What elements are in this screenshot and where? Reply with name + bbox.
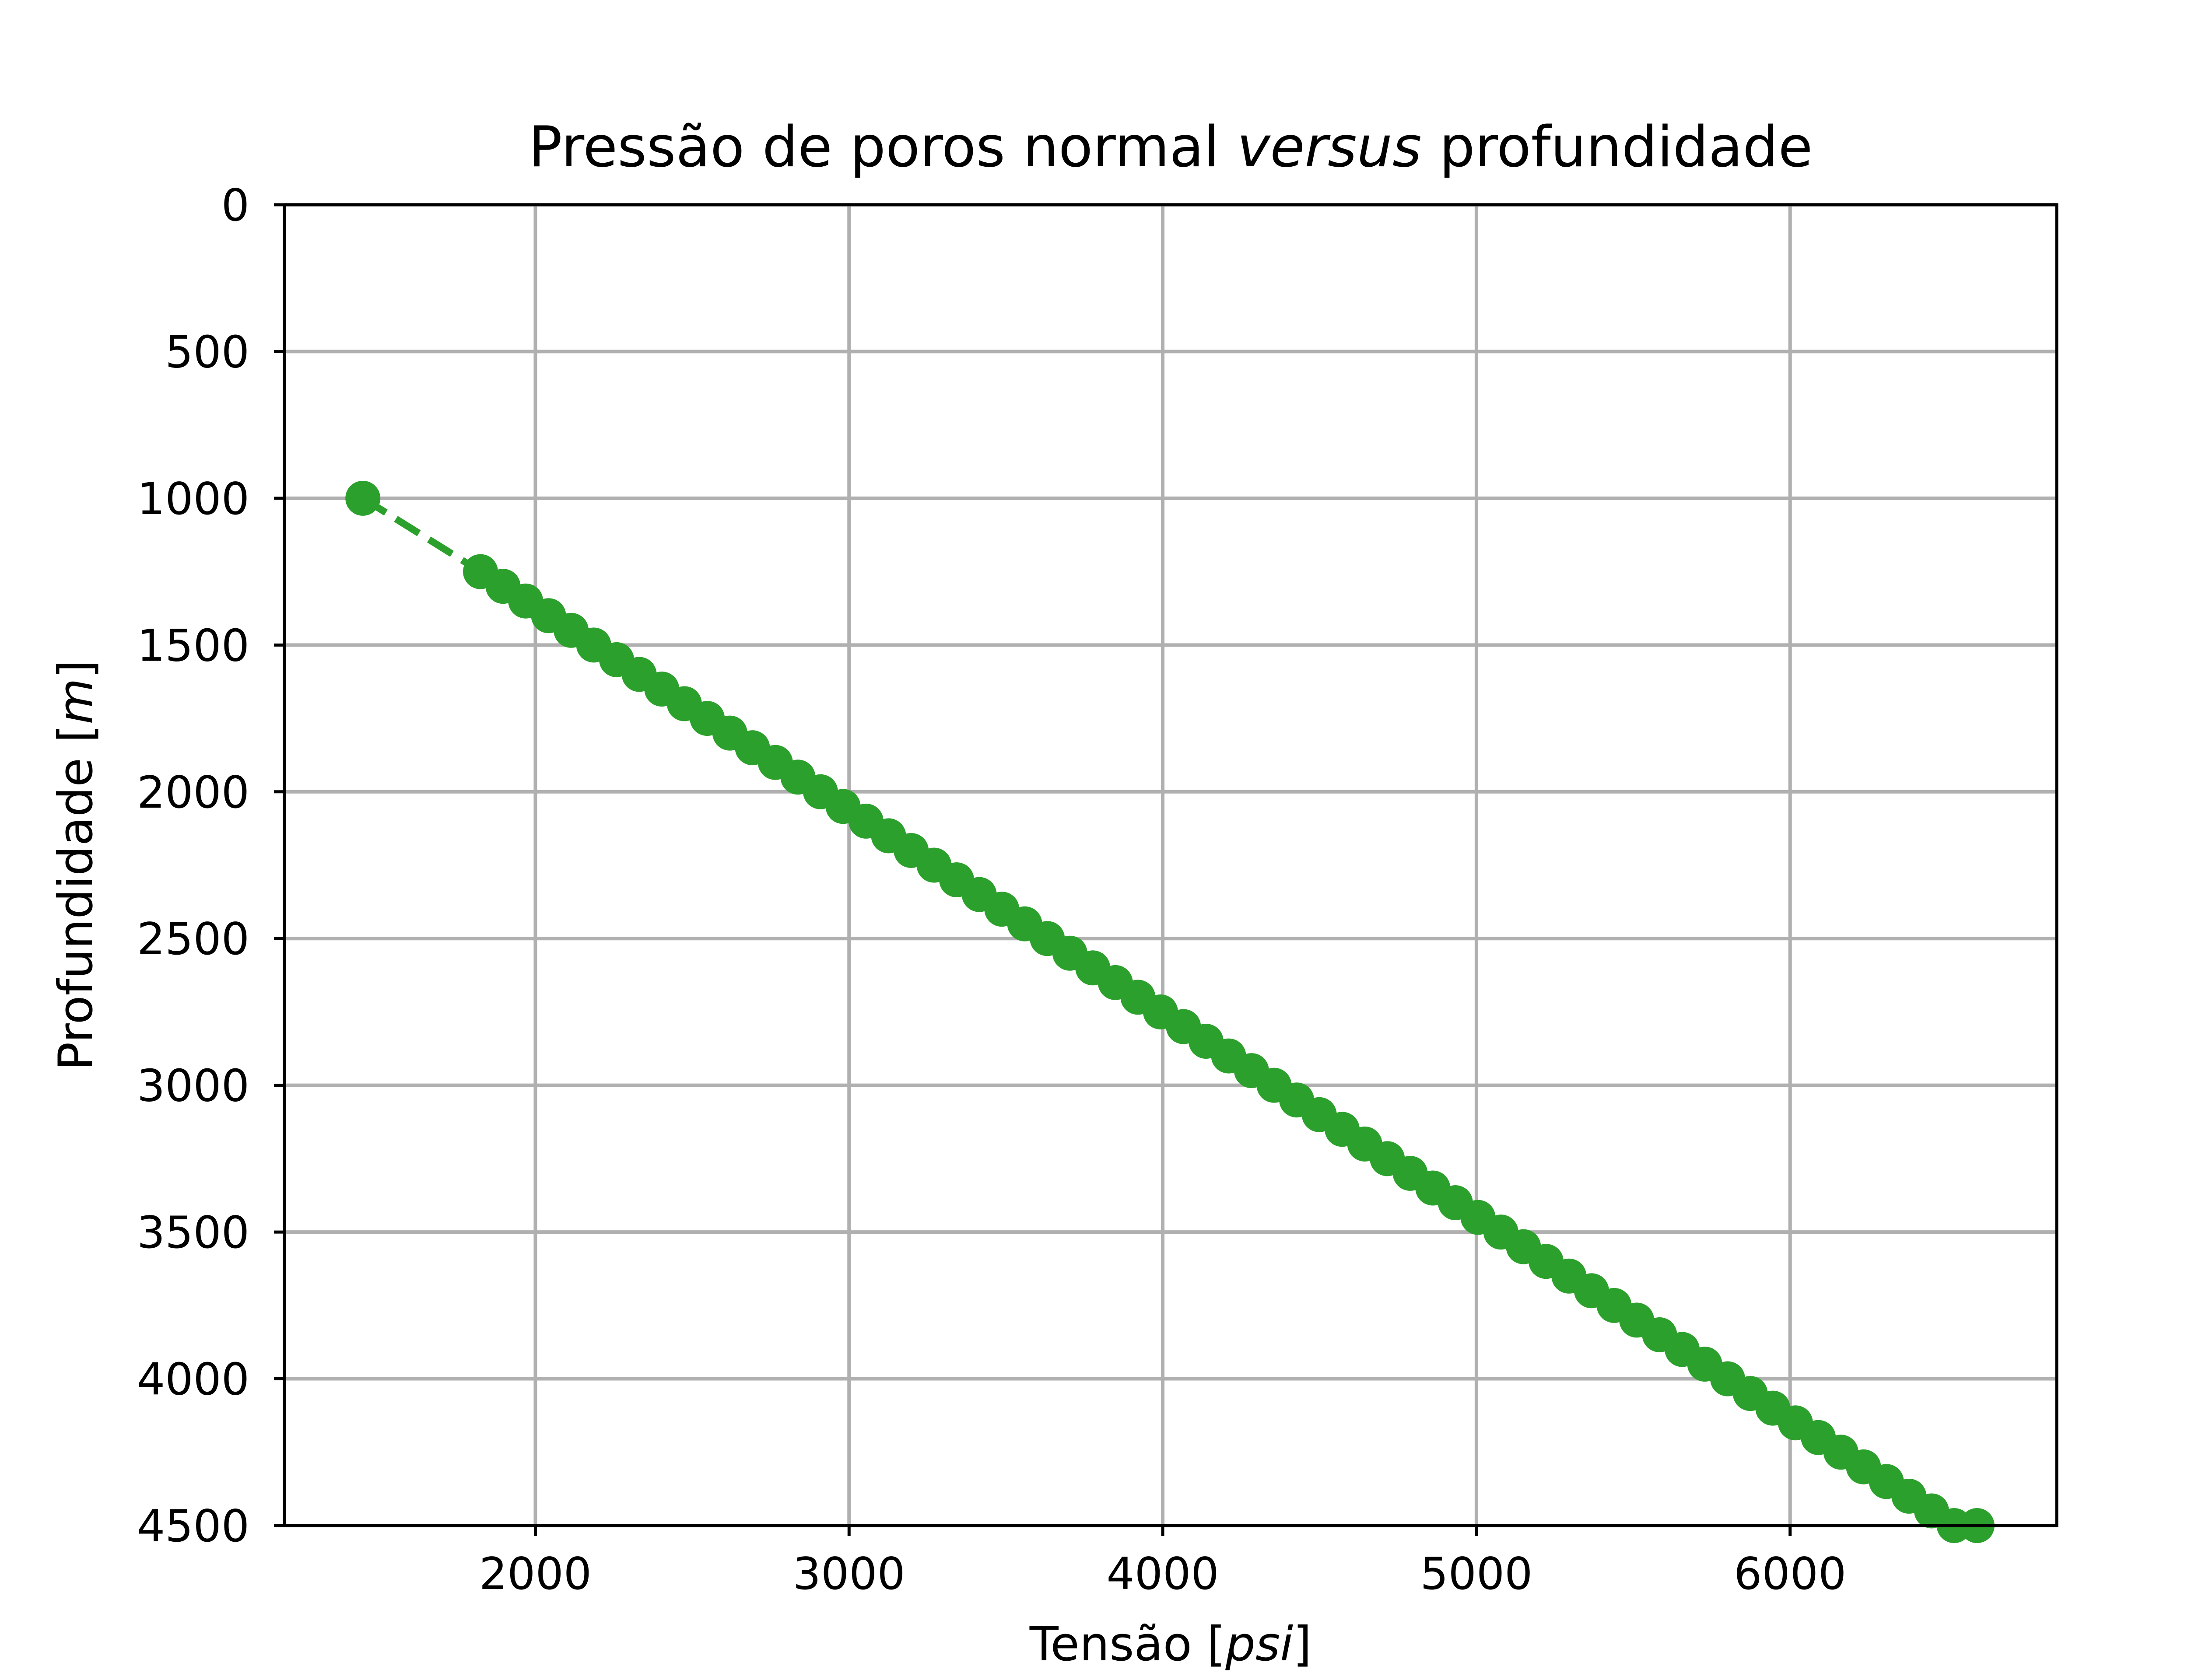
y-tick-label-2000: 2000 [137,766,249,818]
chart-title-part-2: profundidade [1422,115,1813,180]
data-point-0 [345,480,381,516]
grid [284,203,2057,1527]
y-tick-label-1000: 1000 [137,473,249,525]
chart-title-part-0: Pressão de poros normal [529,115,1237,180]
x-tick-label-3000: 3000 [793,1548,905,1600]
y-tick-label-3000: 3000 [137,1060,249,1112]
chart-title: Pressão de poros normal versus profundid… [529,115,1813,180]
y-tick-label-2500: 2500 [137,913,249,965]
x-axis-label-part-0: Tensão [ [1029,1617,1226,1672]
x-tick-label-5000: 5000 [1420,1548,1532,1600]
y-tick-label-4000: 4000 [137,1354,249,1405]
y-tick-label-3500: 3500 [137,1207,249,1258]
y-axis-label: Profundidade [m] [49,660,103,1070]
y-axis-label-part-0: Profundidade [ [49,724,103,1071]
x-tick-label-6000: 6000 [1734,1548,1846,1600]
y-axis-label-part-2: ] [49,660,103,678]
series-pore-pressure [345,480,1995,1543]
y-tick-label-0: 0 [221,179,249,231]
axis-ticks: 2000 3000 4000 5000 6000 0 500 1000 1500 2000 2500… [137,179,1846,1600]
y-axis-label-part-1: m [49,678,103,724]
x-axis-label-part-1: psi [1225,1617,1293,1672]
y-tick-label-4500: 4500 [137,1500,249,1552]
y-tick-label-500: 500 [165,326,249,378]
x-axis-label: Tensão [psi] [1029,1617,1311,1672]
chart-title-part-1: versus [1237,115,1422,180]
y-tick-label-1500: 1500 [137,620,249,671]
x-axis-label-part-2: ] [1293,1617,1311,1672]
x-tick-label-4000: 4000 [1107,1548,1219,1600]
x-tick-label-2000: 2000 [479,1548,592,1600]
plot-frame [283,203,2058,1527]
